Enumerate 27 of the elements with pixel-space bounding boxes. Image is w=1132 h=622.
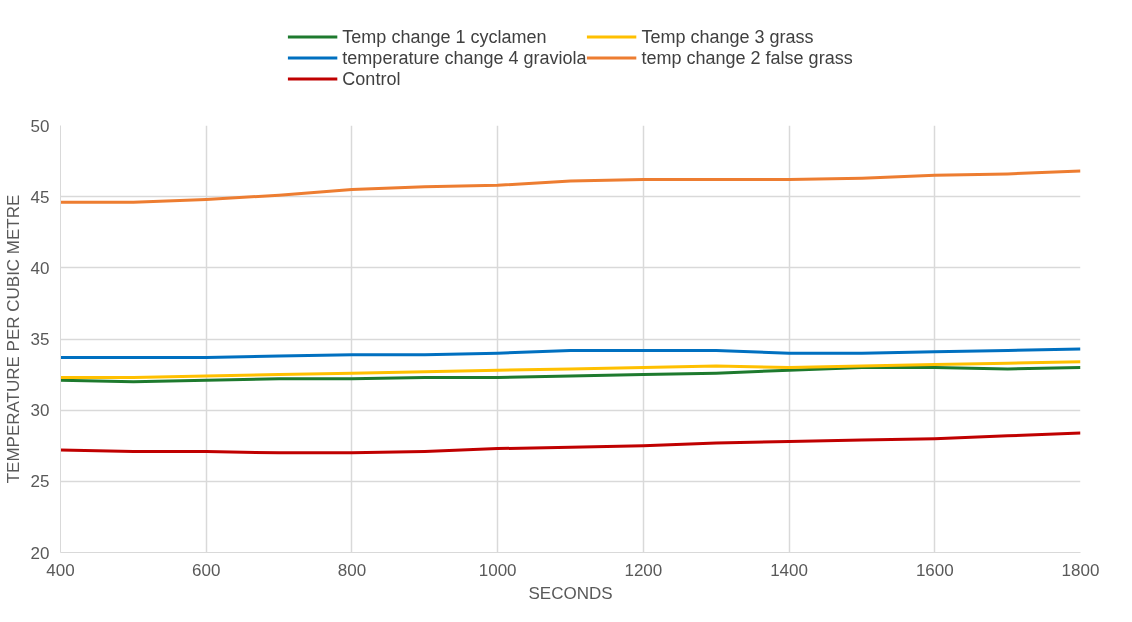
y-tick-label: 25 [30,472,50,492]
legend-label: temp change 2 false grass [641,47,853,68]
legend-label: Temp change 3 grass [641,26,814,47]
y-axis-title: TEMPERATURE PER CUBIC METRE [3,194,23,484]
y-tick-label: 40 [30,258,50,278]
y-tick-label: 30 [30,401,50,421]
x-tick-label: 1400 [770,560,808,580]
x-tick-label: 1600 [915,560,954,580]
x-axis-title: SECONDS [528,583,613,603]
x-tick-label: 800 [337,560,367,580]
line-series [60,431,1081,455]
line-series [60,347,1081,359]
x-tick-label: 400 [46,560,75,580]
x-tick-label: 1200 [624,560,663,580]
x-tick-label: 1800 [1061,560,1100,580]
y-tick-label: 35 [30,330,50,349]
x-tick-label: 600 [192,560,221,580]
line-series [60,365,1081,384]
legend-label: Control [342,68,401,89]
legend-label: temperature change 4 graviola [342,47,587,68]
y-tick-label: 45 [30,187,50,207]
line-series [60,360,1081,379]
y-tick-label: 20 [30,543,50,563]
y-tick-label: 50 [30,116,50,136]
legend-label: Temp change 1 cyclamen [342,26,547,47]
line-series [60,169,1081,204]
x-tick-label: 1000 [478,560,517,580]
